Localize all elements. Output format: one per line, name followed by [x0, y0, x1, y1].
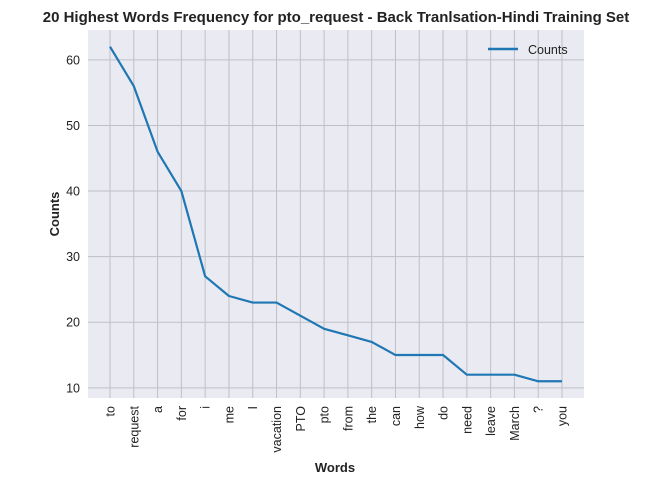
legend-label-counts: Counts: [528, 43, 568, 57]
x-tick-label: leave: [484, 406, 498, 436]
x-tick-label: March: [508, 406, 522, 441]
x-tick-label: from: [341, 406, 355, 431]
plot-area: [88, 30, 584, 398]
x-tick-label: a: [151, 406, 165, 413]
x-axis-label: Words: [315, 460, 355, 475]
x-tick-label: vacation: [270, 406, 284, 453]
x-tick-label: me: [222, 406, 236, 423]
chart-title: 20 Highest Words Frequency for pto_reque…: [43, 9, 630, 26]
y-tick-labels: 10 20 30 40 50 60: [66, 53, 80, 395]
grid-lines: [88, 30, 584, 398]
x-tick-label: to: [104, 406, 118, 416]
y-axis-label: Counts: [47, 192, 62, 237]
x-tick-label: request: [127, 405, 141, 447]
y-tick-label: 40: [66, 185, 80, 199]
y-tick-label: 20: [66, 316, 80, 330]
y-tick-label: 50: [66, 119, 80, 133]
x-tick-label: PTO: [294, 406, 308, 432]
x-tick-label: need: [460, 406, 474, 434]
series-line-counts: [109, 46, 562, 383]
x-tick-label: I: [246, 406, 260, 409]
x-tick-label: how: [413, 405, 427, 429]
x-tick-label: ?: [532, 406, 546, 413]
y-tick-label: 60: [66, 53, 80, 67]
y-tick-label: 30: [66, 250, 80, 264]
x-tick-label: for: [175, 406, 189, 421]
x-tick-label: do: [437, 406, 451, 420]
x-tick-label: pto: [318, 406, 332, 423]
x-tick-label: i: [199, 406, 213, 409]
x-tick-label: you: [556, 406, 570, 426]
y-tick-label: 10: [66, 381, 80, 395]
x-tick-label: can: [389, 406, 403, 426]
legend: Counts: [488, 43, 568, 57]
x-tick-label: the: [365, 406, 379, 423]
